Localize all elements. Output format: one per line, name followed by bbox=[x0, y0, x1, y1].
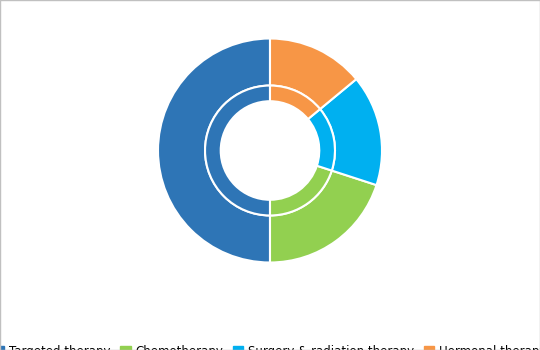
Wedge shape bbox=[270, 85, 320, 119]
Wedge shape bbox=[270, 170, 376, 262]
Legend: Targeted therapy, Chemotherapy, Surgery & radiation therapy, Hormonal therapy: Targeted therapy, Chemotherapy, Surgery … bbox=[0, 341, 540, 350]
Wedge shape bbox=[158, 38, 270, 262]
Wedge shape bbox=[270, 166, 332, 216]
Wedge shape bbox=[308, 109, 335, 170]
Wedge shape bbox=[270, 38, 356, 109]
Wedge shape bbox=[205, 85, 270, 216]
Wedge shape bbox=[320, 79, 382, 185]
